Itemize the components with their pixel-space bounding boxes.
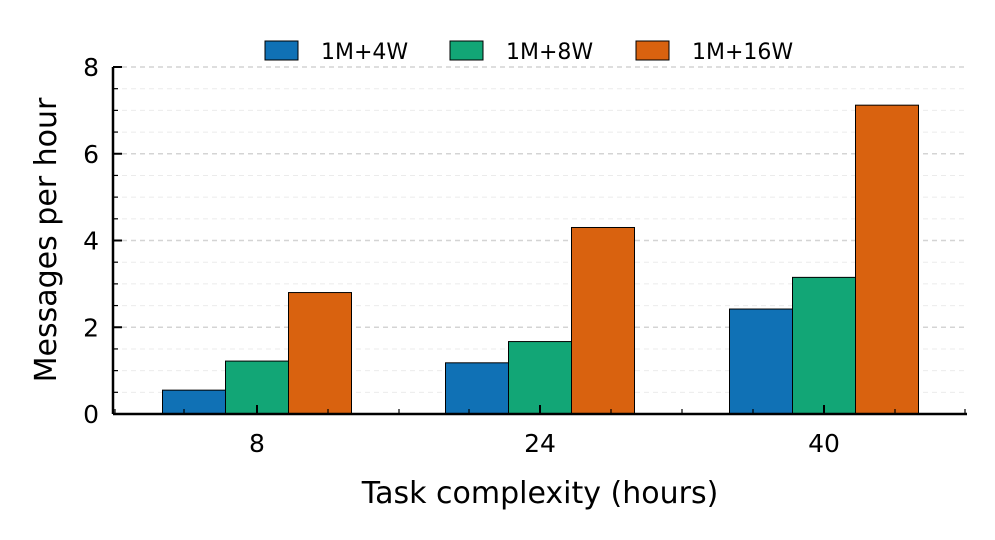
y-axis-title: Messages per hour: [29, 97, 64, 382]
x-axis-title: Task complexity (hours): [361, 476, 719, 511]
legend-swatch-1M+8W: [449, 40, 484, 61]
bar-1M+16W-24: [571, 226, 635, 415]
y-tick-label: 4: [83, 227, 99, 256]
y-tick-label: 8: [83, 53, 99, 82]
x-tick-label: 24: [524, 429, 556, 458]
y-tick-label: 0: [83, 400, 99, 429]
bar-1M+4W-40: [729, 308, 793, 415]
y-tick-label: 6: [83, 140, 99, 169]
legend-label-1M+8W: 1M+8W: [506, 40, 593, 65]
bar-1M+8W-40: [792, 276, 856, 415]
y-ticks: 0 2 4 6 8: [83, 53, 122, 429]
x-ticks: 8 24 40: [114, 405, 966, 458]
x-tick-label: 40: [808, 429, 840, 458]
legend: 1M+4W 1M+8W 1M+16W: [264, 40, 793, 65]
legend-label-1M+4W: 1M+4W: [321, 40, 408, 65]
bar-1M+8W-24: [508, 341, 572, 415]
y-tick-label: 2: [83, 313, 99, 342]
x-tick-label: 8: [249, 429, 265, 458]
bar-1M+16W-40: [855, 104, 919, 415]
bar-1M+16W-8: [288, 292, 352, 415]
bars-group: [162, 104, 919, 415]
legend-swatch-1M+4W: [264, 40, 299, 61]
bar-1M+4W-24: [445, 362, 509, 415]
legend-label-1M+16W: 1M+16W: [692, 40, 793, 65]
bar-1M+4W-8: [162, 389, 226, 415]
legend-swatch-1M+16W: [635, 40, 670, 61]
